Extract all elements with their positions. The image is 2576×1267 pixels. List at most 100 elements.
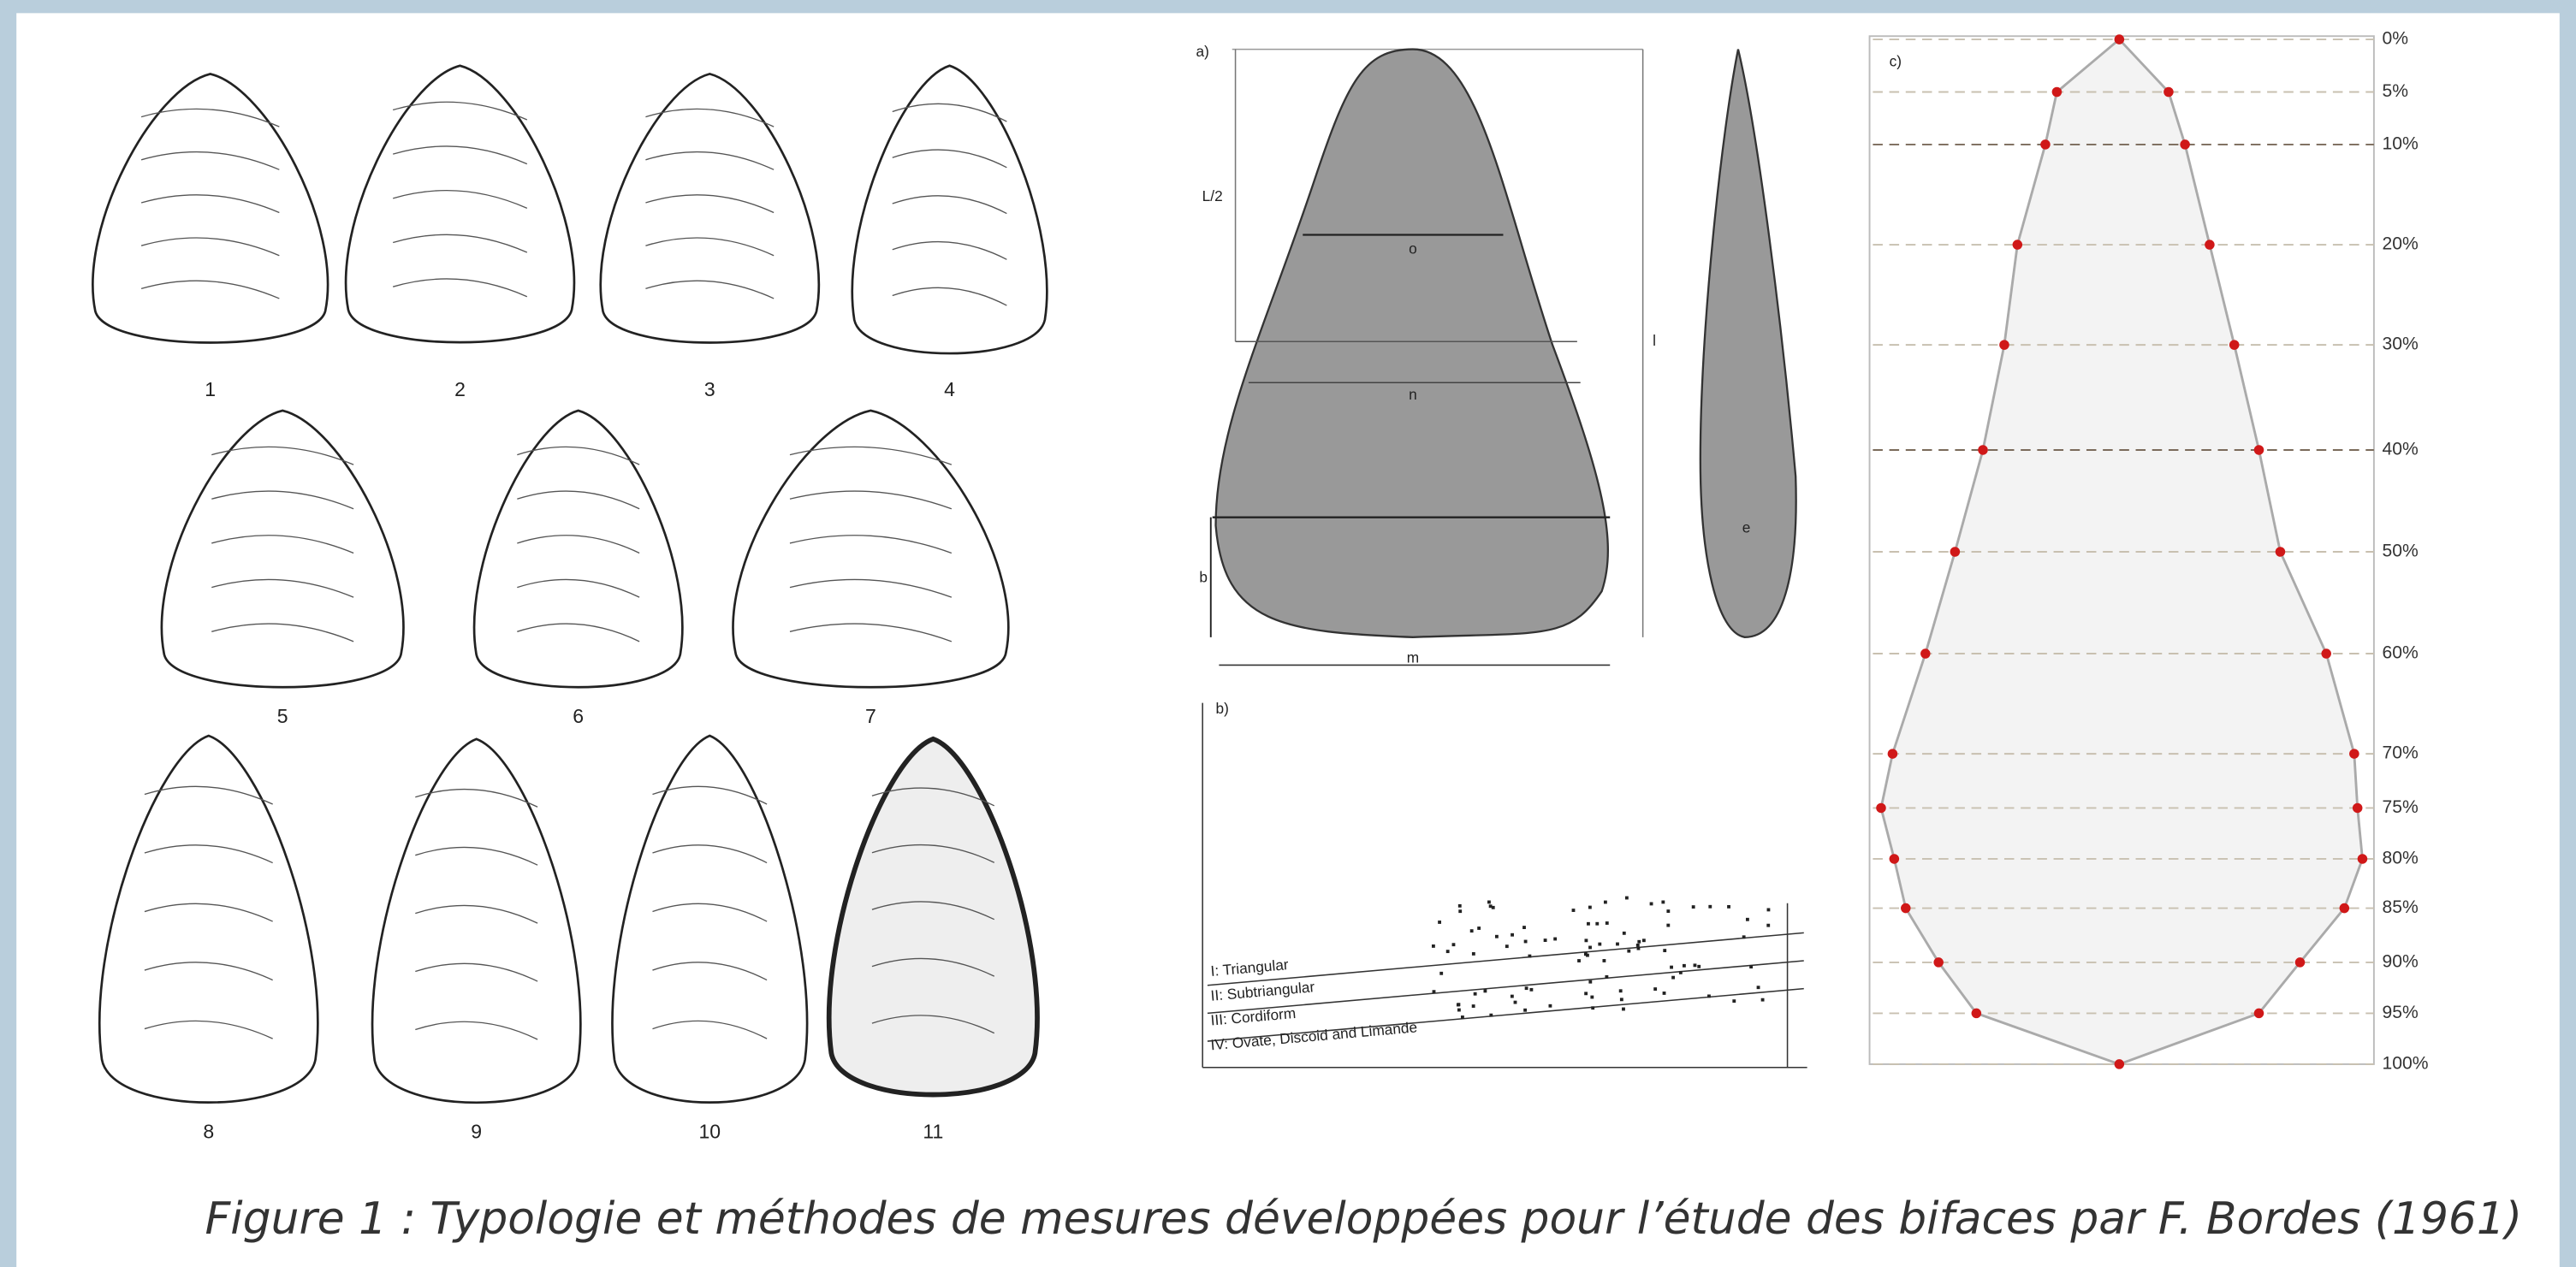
scatter-point [1528, 954, 1532, 958]
annotation: n [1409, 386, 1417, 403]
scatter-point [1742, 935, 1746, 939]
scatter-point [1451, 943, 1456, 947]
scatter-point [1671, 975, 1676, 980]
scatter-point [1616, 942, 1619, 946]
measure-point [2357, 854, 2368, 864]
handaxe [599, 72, 821, 344]
panel-c: c) 0% 5% 10% 20% 30% 40% 50% 60% 70% 75% 80% 85% 90%… [1868, 29, 2429, 1074]
percent-label: 30% [2382, 335, 2418, 354]
flake-scar [415, 962, 538, 982]
flake-scar [517, 578, 640, 598]
flake-scar [415, 904, 538, 924]
handaxe-drawings: 1 2 3 4 5 6 7 8 9 10 11 [92, 64, 1048, 1143]
scatter-point [1663, 949, 1667, 953]
handaxe [472, 409, 684, 689]
flake-scar [140, 194, 280, 214]
flake-scar [892, 103, 1007, 122]
annotation: m [1407, 648, 1419, 666]
measure-point [1889, 854, 1900, 864]
scatter-point [1766, 923, 1771, 927]
scatter-point [1727, 904, 1730, 909]
scatter-point [1588, 905, 1592, 909]
scatter-point [1588, 945, 1592, 950]
figure-caption: Figure 1 : Typologie et méthodes de mesu… [205, 1193, 2522, 1245]
handaxe [344, 64, 576, 344]
flake-scar [144, 1020, 273, 1039]
scatter-point [1529, 987, 1534, 992]
percent-label: 40% [2382, 440, 2418, 459]
percent-label: 95% [2382, 1003, 2418, 1022]
scatter-point [1457, 1008, 1461, 1012]
percent-label: 70% [2382, 743, 2418, 763]
scatter-point [1619, 998, 1623, 1002]
measure-point [2040, 139, 2051, 150]
handaxe [98, 734, 319, 1104]
scatter-point [1603, 900, 1607, 904]
scatter-point [1624, 896, 1629, 900]
flake-scar [144, 844, 273, 864]
flake-scar [652, 785, 768, 805]
flake-scar [652, 844, 768, 864]
scatter-point [1749, 965, 1754, 969]
scatter-point [1584, 992, 1588, 996]
scatter-point [1588, 980, 1593, 984]
scatter-point [1693, 963, 1697, 968]
flake-scar [415, 846, 538, 866]
scatter-point [1745, 917, 1749, 921]
scatter-point [1431, 944, 1435, 948]
scatter-point [1627, 949, 1631, 953]
annotation: l [1653, 332, 1656, 349]
handaxe [851, 64, 1048, 355]
figure-number: 6 [573, 705, 584, 727]
flake-scar [871, 787, 995, 807]
measure-point [1999, 340, 2009, 350]
measure-point [1950, 547, 1961, 557]
scatter-point [1523, 939, 1528, 944]
measure-point [2012, 240, 2023, 250]
flake-scar [652, 1020, 768, 1039]
handaxe [732, 409, 1010, 689]
scatter-point [1666, 909, 1671, 914]
flake-scar [892, 195, 1007, 215]
boundary-line [1207, 932, 1804, 986]
scatter-point [1666, 923, 1671, 927]
percent-label: 20% [2382, 234, 2418, 254]
scatter-point [1457, 903, 1462, 908]
scatter-point [1637, 939, 1641, 944]
scatter-point [1662, 992, 1666, 995]
handaxe [826, 736, 1040, 1098]
percent-label: 90% [2382, 951, 2418, 971]
scatter-point [1605, 974, 1609, 979]
handaxe-face [1214, 48, 1609, 638]
scatter-point [1661, 900, 1665, 904]
flake-scar [517, 490, 640, 510]
figure-number: 5 [277, 705, 288, 727]
scatter-point [1477, 927, 1481, 930]
scatter-point [1586, 953, 1589, 957]
percent-label: 50% [2382, 542, 2418, 561]
percent-label: 80% [2382, 849, 2418, 868]
flake-scar [211, 446, 354, 465]
scatter-point [1590, 995, 1594, 999]
measure-point [1876, 802, 1886, 814]
handaxe-profile [1699, 49, 1797, 638]
scatter-point [1595, 921, 1600, 926]
figure-number: 11 [923, 1121, 943, 1143]
flake-scar [211, 623, 354, 642]
measure-point [2352, 802, 2363, 814]
scatter-point [1766, 908, 1771, 912]
flake-scar [645, 151, 775, 170]
flake-scar [517, 623, 640, 642]
flake-scar [789, 446, 953, 465]
percent-label: 0% [2382, 29, 2408, 49]
scatter-point [1471, 952, 1475, 956]
measure-point [2349, 749, 2359, 759]
figure-number: 3 [704, 378, 715, 400]
scatter-point [1583, 952, 1588, 956]
annotation: o [1409, 240, 1417, 257]
panel-label: c) [1890, 53, 1902, 70]
scatter-point [1678, 970, 1683, 974]
scatter-point [1483, 989, 1487, 993]
